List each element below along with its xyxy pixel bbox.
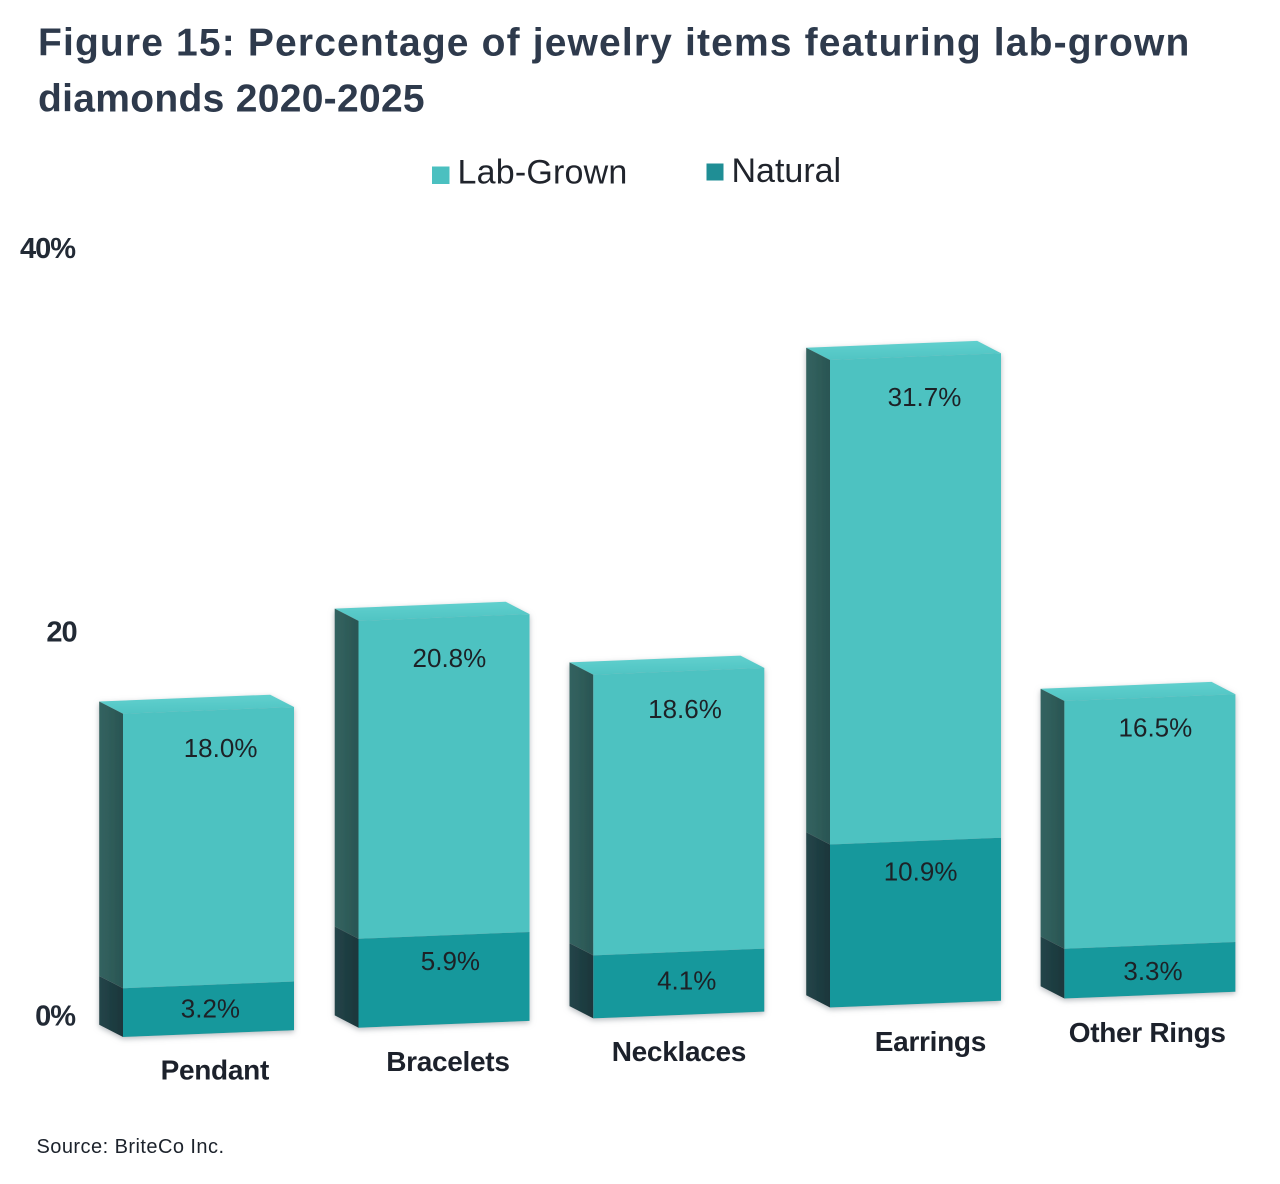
svg-text:18.6%: 18.6% <box>648 694 722 724</box>
svg-text:5.9%: 5.9% <box>421 946 480 976</box>
svg-text:diamonds 2020-2025: diamonds 2020-2025 <box>38 78 425 121</box>
svg-text:Earrings: Earrings <box>875 1026 986 1057</box>
svg-text:10.9%: 10.9% <box>884 856 958 886</box>
svg-text:Source: BriteCo Inc.: Source: BriteCo Inc. <box>37 1136 225 1158</box>
svg-text:Lab-Grown: Lab-Grown <box>458 154 628 192</box>
svg-text:18.0%: 18.0% <box>184 733 258 763</box>
svg-text:16.5%: 16.5% <box>1119 713 1193 743</box>
svg-text:0%: 0% <box>35 1000 76 1032</box>
svg-text:Pendant: Pendant <box>161 1055 269 1086</box>
svg-text:Figure 15: Percentage of jewel: Figure 15: Percentage of jewelry items f… <box>38 22 1190 65</box>
svg-text:20.8%: 20.8% <box>413 643 487 673</box>
svg-text:Other Rings: Other Rings <box>1069 1017 1226 1048</box>
svg-text:31.7%: 31.7% <box>888 382 962 412</box>
svg-text:Necklaces: Necklaces <box>612 1036 746 1067</box>
svg-text:Natural: Natural <box>732 152 842 190</box>
svg-text:3.3%: 3.3% <box>1123 956 1182 986</box>
svg-text:20: 20 <box>46 617 76 649</box>
svg-text:Bracelets: Bracelets <box>386 1046 509 1077</box>
svg-text:3.2%: 3.2% <box>181 994 240 1024</box>
svg-text:4.1%: 4.1% <box>657 966 716 996</box>
svg-text:40%: 40% <box>20 233 76 265</box>
